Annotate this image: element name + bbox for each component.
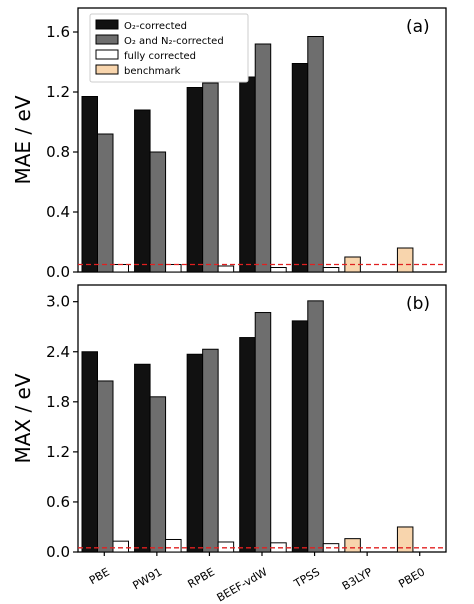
x-tick-label: PBE0 xyxy=(396,565,427,590)
bar xyxy=(81,351,98,553)
bar xyxy=(112,540,129,553)
bar xyxy=(322,267,340,273)
y-tick-label: 2.4 xyxy=(46,343,70,361)
bar xyxy=(134,363,151,553)
bar xyxy=(291,63,309,273)
bar xyxy=(270,267,287,273)
legend-label: benchmark xyxy=(124,66,181,77)
bar xyxy=(239,76,256,273)
legend-box xyxy=(89,13,249,83)
y-tick-label: 0.6 xyxy=(46,493,70,511)
bar xyxy=(254,43,272,273)
bar xyxy=(186,353,204,553)
legend-swatch xyxy=(95,34,119,45)
bar xyxy=(186,87,204,273)
bar xyxy=(202,348,219,553)
y-tick-label: 0.8 xyxy=(46,143,70,161)
y-tick-label: 1.2 xyxy=(46,443,70,461)
bar xyxy=(307,300,324,553)
legend-swatch xyxy=(95,49,119,60)
bar xyxy=(134,109,151,273)
legend-label: fully corrected xyxy=(124,51,196,62)
x-tick-label: TPSS xyxy=(291,565,322,590)
bar xyxy=(112,264,129,273)
y-axis-title: MAE / eV xyxy=(11,95,35,184)
bar xyxy=(217,265,235,273)
x-tick-label: BEEF-vdW xyxy=(215,565,270,604)
x-tick-label: RPBE xyxy=(186,565,217,591)
y-tick-label: 0.0 xyxy=(46,263,70,281)
x-tick-label: PW91 xyxy=(131,565,165,592)
bar xyxy=(97,133,114,273)
legend-label: O₂ and N₂-corrected xyxy=(124,36,224,47)
y-tick-label: 1.6 xyxy=(46,23,70,41)
panel-label: (a) xyxy=(406,17,430,37)
bar xyxy=(81,96,98,273)
legend-swatch xyxy=(95,64,119,75)
bar xyxy=(396,247,414,273)
y-tick-label: 1.8 xyxy=(46,393,70,411)
bar xyxy=(202,82,219,273)
bar xyxy=(396,526,414,553)
bar xyxy=(254,312,272,553)
bar xyxy=(97,380,114,553)
bar xyxy=(239,337,256,553)
panel-label: (b) xyxy=(406,294,430,314)
x-tick-label: B3LYP xyxy=(340,565,375,593)
y-tick-label: 1.2 xyxy=(46,83,70,101)
legend-label: O₂-corrected xyxy=(124,21,187,32)
bar xyxy=(307,36,324,273)
legend-swatch xyxy=(95,19,119,30)
bar xyxy=(165,264,182,273)
y-tick-label: 0.4 xyxy=(46,203,70,221)
y-tick-label: 0.0 xyxy=(46,543,70,561)
bar xyxy=(291,320,309,553)
bar xyxy=(165,538,182,553)
bar xyxy=(344,538,361,553)
x-tick-label: PBE xyxy=(87,565,112,587)
bar xyxy=(149,151,167,273)
y-tick-label: 3.0 xyxy=(46,293,70,311)
y-axis-title: MAX / eV xyxy=(11,373,35,463)
bar xyxy=(149,396,167,553)
bar xyxy=(217,541,235,553)
